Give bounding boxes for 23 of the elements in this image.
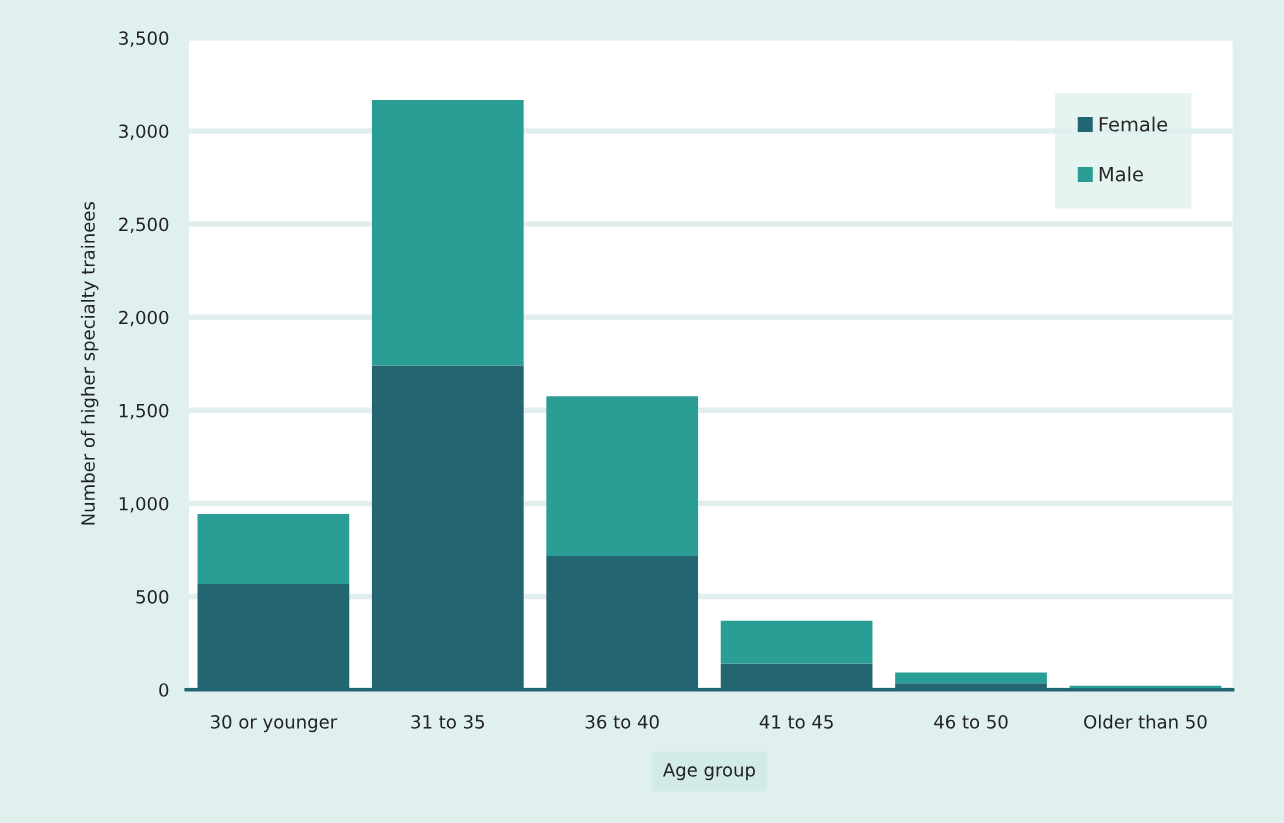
bar [720,620,873,664]
legend-label: Male [1099,166,1143,182]
x-tick-label: 41 to 45 [759,715,833,729]
bar [546,396,699,556]
x-tick-label: 31 to 35 [411,714,484,729]
y-tick-label: 2,500 [119,217,169,234]
x-axis-title: Age group [663,763,755,781]
x-tick-label: Older than 50 [1084,714,1207,729]
bar [371,100,524,366]
y-tick-label: 1,000 [119,496,169,513]
x-tick-label: 30 or younger [210,714,338,733]
bar [197,514,350,584]
y-tick-label: 3,000 [119,124,169,140]
y-tick-label: 1,500 [119,403,169,420]
y-tick-label: 500 [136,590,169,604]
x-tick-label: 46 to 50 [934,714,1008,729]
bar [895,672,1047,684]
y-axis-title: Number of higher specialty trainees [80,202,99,525]
y-tick-label: 0 [159,683,169,697]
legend-label: Female [1099,116,1168,132]
y-tick-label: 2,000 [119,310,169,327]
x-tick-label: 36 to 40 [585,714,659,729]
y-tick-label: 3,500 [119,31,169,47]
